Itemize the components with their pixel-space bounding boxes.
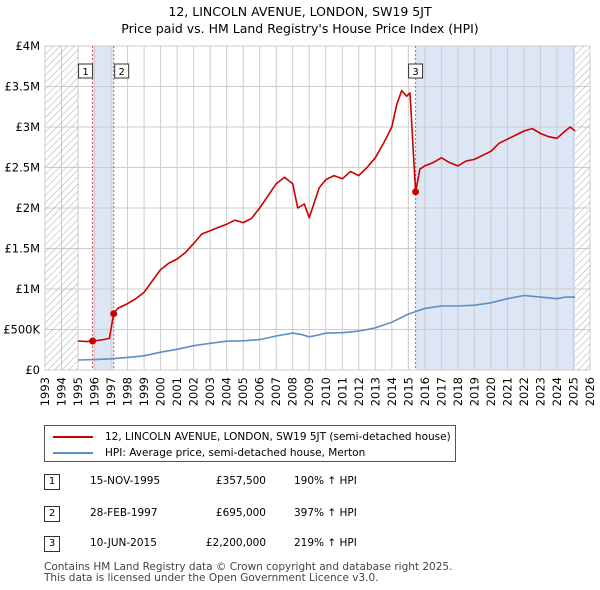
x-tick-label: 1999 (137, 377, 151, 406)
hatch-right (575, 46, 590, 370)
sale-label-text: 3 (412, 67, 418, 78)
x-tick-label: 2019 (467, 377, 481, 406)
series-line-hpi (77, 294, 576, 361)
title-line-1: 12, LINCOLN AVENUE, LONDON, SW19 5JT (168, 4, 432, 19)
footer: Contains HM Land Registry data © Crown c… (44, 562, 452, 584)
x-tick-label: 2000 (154, 377, 168, 406)
x-tick-labels: 1993 1994 1995 1996 1997 1998 1999 2000 2001 2002… (38, 377, 597, 406)
sale-hpi: 219% ↑ HPI (294, 537, 357, 549)
sale-date: 10-JUN-2015 (90, 537, 157, 549)
sale-labels: 1 2 3 (78, 63, 424, 79)
x-tick-label: 2026 (583, 377, 597, 406)
legend-item-property: 12, LINCOLN AVENUE, LONDON, SW19 5JT (se… (53, 429, 451, 445)
legend-item-hpi: HPI: Average price, semi-detached house,… (53, 445, 365, 461)
legend-swatch-property (53, 436, 93, 438)
sale-number: 3 (44, 536, 60, 552)
x-tick-label: 2015 (401, 377, 415, 406)
price-chart: 1 2 3 £0 £500K £1M £1.5M £2M £2.5M £3M £3.5M £4M 1… (3, 39, 597, 406)
footer-line-1: Contains HM Land Registry data © Crown c… (44, 561, 453, 573)
y-tick-label: £500K (3, 323, 40, 337)
x-tick-label: 2025 (566, 377, 580, 406)
table-row: 2 28-FEB-1997 £695,000 397% ↑ HPI (44, 506, 464, 522)
sale-label-box (114, 63, 130, 79)
sale-point (412, 188, 420, 196)
x-tick-label: 2011 (335, 377, 349, 406)
x-tick-label: 2002 (187, 377, 201, 406)
x-tick-label: 2023 (533, 377, 547, 406)
x-tick-label: 2017 (434, 377, 448, 406)
x-tick-label: 2001 (170, 377, 184, 406)
legend-swatch-hpi (53, 452, 93, 454)
x-tick-label: 2021 (500, 377, 514, 406)
chart-title: 12, LINCOLN AVENUE, LONDON, SW19 5JT Pri… (0, 3, 600, 37)
x-tick-label: 2016 (418, 377, 432, 406)
x-tick-label: 2020 (484, 377, 498, 406)
x-tick-label: 2024 (550, 377, 564, 406)
sale-label-box (78, 63, 94, 79)
x-tick-label: 2006 (253, 377, 267, 406)
series-lines (77, 89, 576, 361)
sale-hpi: 397% ↑ HPI (294, 507, 357, 519)
x-tick-label: 2010 (319, 377, 333, 406)
sale-label-box (408, 63, 424, 79)
sale-points (89, 188, 420, 345)
sale-date: 15-NOV-1995 (90, 475, 161, 487)
y-tick-labels: £0 £500K £1M £1.5M £2M £2.5M £3M £3.5M £4M (3, 39, 40, 377)
sale-point (89, 337, 97, 345)
hatched-regions (45, 46, 590, 370)
sale-price: £2,200,000 (205, 537, 266, 549)
x-tick-label: 2009 (302, 377, 316, 406)
x-tick-label: 2013 (368, 377, 382, 406)
table-row: 1 15-NOV-1995 £357,500 190% ↑ HPI (44, 474, 464, 490)
x-tick-label: 1997 (104, 377, 118, 406)
sale-price: £357,500 (215, 475, 266, 487)
sale-price: £695,000 (215, 507, 266, 519)
x-tick-label: 2018 (451, 377, 465, 406)
hatch-left (45, 46, 79, 370)
legend: 12, LINCOLN AVENUE, LONDON, SW19 5JT (se… (44, 425, 456, 462)
table-row: 3 10-JUN-2015 £2,200,000 219% ↑ HPI (44, 536, 464, 552)
x-tick-label: 1994 (55, 377, 69, 406)
sale-number: 2 (44, 506, 60, 522)
y-tick-label: £1M (15, 282, 40, 296)
x-tick-label: 2004 (220, 377, 234, 406)
sale-hpi: 190% ↑ HPI (294, 475, 357, 487)
y-tick-label: £4M (15, 39, 40, 53)
sale-point (110, 310, 118, 318)
x-tick-label: 2022 (517, 377, 531, 406)
x-tick-label: 1998 (121, 377, 135, 406)
y-tick-label: £3M (15, 120, 40, 134)
y-tick-label: £1.5M (4, 242, 40, 256)
y-tick-label: £2M (15, 201, 40, 215)
y-tick-label: £3.5M (4, 80, 40, 94)
title-line-2: Price paid vs. HM Land Registry's House … (121, 21, 479, 36)
x-tick-label: 2008 (286, 377, 300, 406)
legend-label-property: 12, LINCOLN AVENUE, LONDON, SW19 5JT (se… (105, 431, 451, 443)
x-tick-label: 1995 (71, 377, 85, 406)
sale-label-text: 2 (119, 67, 125, 78)
grid-lines (44, 45, 591, 371)
x-tick-label: 2005 (236, 377, 250, 406)
series-line-property (77, 89, 576, 343)
sale-number: 1 (44, 474, 60, 490)
x-tick-label: 2007 (269, 377, 283, 406)
x-tick-label: 2012 (352, 377, 366, 406)
footer-line-2: This data is licensed under the Open Gov… (44, 572, 379, 584)
y-tick-label: £0 (25, 363, 40, 377)
x-tick-label: 1996 (88, 377, 102, 406)
sale-label-text: 1 (82, 67, 88, 78)
y-tick-label: £2.5M (4, 161, 40, 175)
x-tick-label: 2014 (385, 377, 399, 406)
sale-date: 28-FEB-1997 (90, 507, 158, 519)
x-tick-label: 1993 (38, 377, 52, 406)
x-tick-label: 2003 (203, 377, 217, 406)
legend-label-hpi: HPI: Average price, semi-detached house,… (105, 447, 366, 459)
